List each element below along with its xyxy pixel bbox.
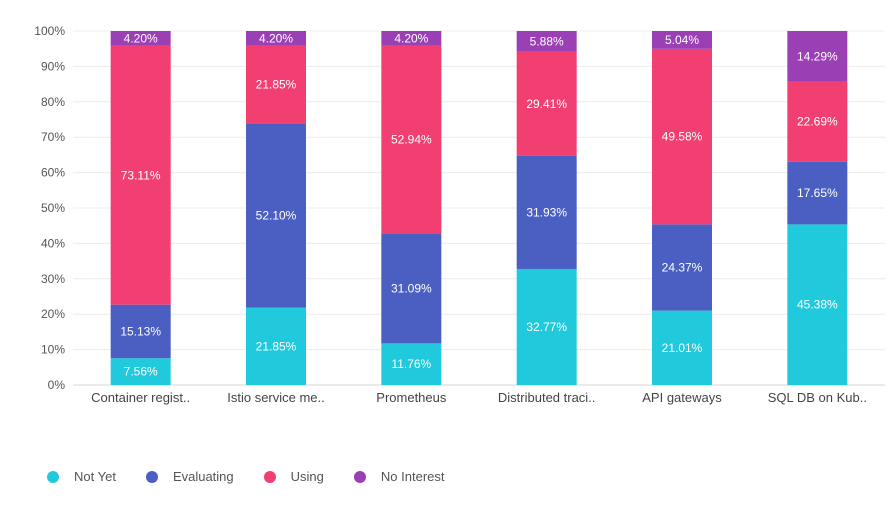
bar-stack[interactable]: 7.56% 15.13% 73.11% 4.20% [110,31,171,385]
legend-label: Not Yet [74,469,116,484]
y-axis-tick-labels: 0% 10% 20% 30% 40% 50% 60% 70% 80% 90% 100% [34,24,65,392]
y-tick-label: 0% [48,378,66,392]
y-tick-label: 60% [41,166,65,180]
data-label: 7.56% [124,365,158,379]
data-label: 5.88% [530,34,564,48]
bar-segment[interactable] [516,268,577,385]
data-label: 5.04% [665,33,699,47]
x-tick-label: Istio service me.. [227,390,325,405]
legend-label: Evaluating [172,469,234,484]
bar-segment[interactable] [381,343,442,385]
bar-segment[interactable] [110,45,171,305]
data-label: 52.94% [391,133,432,147]
bar-segment[interactable] [652,48,712,225]
bar-stack[interactable]: 32.77% 31.93% 29.41% 5.88% [516,31,577,385]
bar-segment[interactable] [110,304,171,359]
y-tick-label: 30% [41,272,65,286]
x-tick-label: Distributed traci.. [498,390,596,405]
legend-swatch [47,470,59,483]
data-label: 21.85% [256,339,297,353]
y-tick-label: 50% [41,201,65,215]
legend-item[interactable]: Using [263,469,324,484]
x-tick-label: API gateways [642,390,722,405]
y-tick-label: 100% [34,24,65,38]
y-tick-label: 20% [41,307,65,321]
chart-legend: Not Yet Evaluating Using No Interest [47,469,475,484]
bar-segment[interactable] [652,31,712,49]
bar-segment[interactable] [246,123,306,308]
bar-segment[interactable] [787,81,848,162]
x-axis-tick-labels: Container regist.. Istio service me.. Prom… [91,390,867,405]
bar-stack[interactable]: 11.76% 31.09% 52.94% 4.20% [381,31,442,385]
data-label: 21.01% [662,341,703,355]
y-tick-label: 10% [41,343,65,357]
legend-item[interactable]: Not Yet [47,469,116,484]
data-label: 14.29% [797,49,838,63]
x-tick-label: Prometheus [376,390,447,405]
bar-stack[interactable]: 45.38% 17.65% 22.69% 14.29% [787,31,848,385]
bar-segment[interactable] [652,310,712,385]
legend-swatch [353,470,366,483]
x-tick-label: Container regist.. [91,390,190,405]
data-label: 32.77% [526,320,567,334]
data-label: 11.76% [391,357,431,371]
data-label: 17.65% [797,186,838,200]
legend-item[interactable]: Evaluating [145,469,234,484]
bars: 7.56%15.13%73.11%4.20%21.85%52.10%21.85%… [110,31,848,385]
legend-label: Using [290,469,324,484]
data-label: 15.13% [120,324,161,338]
bar-segment[interactable] [516,155,577,269]
bar-segment[interactable] [246,307,306,385]
bar-segment[interactable] [652,224,712,311]
bar-segment[interactable] [381,31,442,46]
y-tick-label: 40% [41,236,65,250]
data-label: 31.93% [526,205,567,219]
bar-segment[interactable] [787,224,848,385]
bar-segment[interactable] [381,45,442,234]
data-label: 22.69% [797,115,838,129]
data-label: 31.09% [391,281,432,295]
y-tick-label: 80% [41,95,65,109]
bar-segment[interactable] [787,161,848,225]
bar-segment[interactable] [381,233,442,344]
data-label: 29.41% [526,97,567,111]
bar-segment[interactable] [787,31,848,82]
data-label: 49.58% [662,130,703,144]
data-label: 4.20% [124,31,158,45]
data-label: 21.85% [256,78,297,92]
y-tick-label: 70% [41,130,65,144]
bar-segment[interactable] [246,31,306,46]
bar-stack[interactable]: 21.85% 52.10% 21.85% 4.20% [246,31,306,385]
data-label: 24.37% [662,260,703,274]
x-tick-label: SQL DB on Kub.. [768,390,867,405]
bar-segment[interactable] [246,45,306,124]
grid-lines [73,30,885,386]
legend-swatch [263,470,276,483]
data-label: 73.11% [121,168,161,182]
legend-label: No Interest [380,469,445,484]
bar-segment[interactable] [110,31,171,46]
data-label: 4.20% [259,31,293,45]
bar-stack[interactable]: 21.01% 24.37% 49.58% 5.04% [652,31,712,385]
legend-swatch [145,470,158,483]
data-label: 4.20% [394,31,428,45]
data-label: 52.10% [256,208,297,222]
data-label: 45.38% [797,298,838,312]
legend-item[interactable]: No Interest [353,469,445,484]
bar-segment[interactable] [516,31,577,52]
bar-segment[interactable] [110,358,171,385]
y-tick-label: 90% [41,59,65,73]
bar-segment[interactable] [516,51,577,156]
